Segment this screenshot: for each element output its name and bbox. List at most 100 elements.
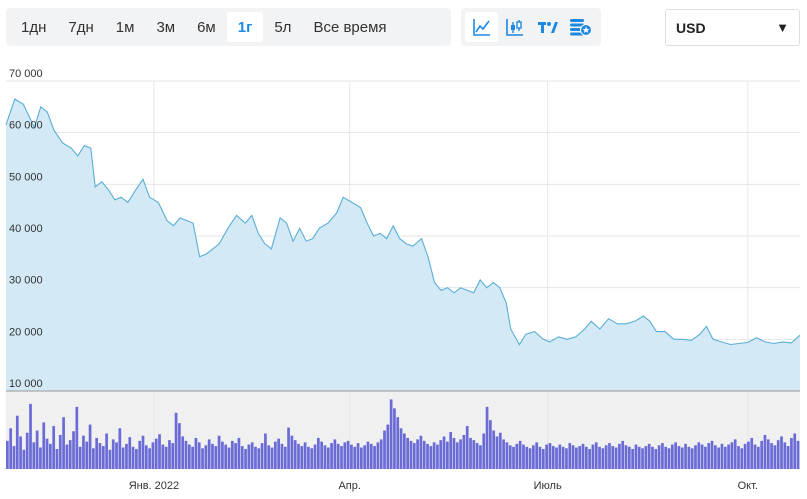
volume-bar-132 [442, 436, 446, 469]
volume-bar-230 [766, 439, 770, 469]
volume-bar-184 [614, 447, 618, 469]
compare-coins-icon[interactable] [564, 12, 597, 42]
volume-bar-155 [518, 440, 522, 469]
volume-bar-54 [184, 440, 188, 469]
y-tick-label-4: 50 000 [9, 171, 43, 183]
line-chart-icon[interactable] [465, 12, 498, 42]
tradingview-icon[interactable] [531, 12, 564, 42]
volume-bar-150 [502, 439, 505, 469]
volume-bar-154 [515, 443, 519, 469]
volume-bar-75 [254, 446, 257, 469]
range-button-7[interactable]: Все время [313, 18, 387, 36]
volume-bar-14 [52, 426, 56, 469]
volume-bar-137 [459, 439, 462, 469]
x-tick-label-3: Окт. [738, 480, 758, 492]
volume-bar-70 [237, 437, 241, 469]
volume-bar-211 [704, 446, 707, 469]
volume-bar-123 [412, 443, 416, 469]
volume-bar-73 [247, 444, 251, 469]
volume-bar-100 [336, 443, 340, 469]
volume-bar-42 [144, 445, 148, 469]
volume-bar-166 [555, 447, 558, 469]
volume-bar-4 [19, 436, 22, 469]
range-button-4[interactable]: 6м [197, 18, 216, 36]
volume-bar-237 [790, 437, 793, 469]
volume-bar-48 [164, 446, 168, 469]
volume-bar-206 [687, 446, 691, 469]
volume-bar-133 [446, 441, 449, 469]
volume-bar-233 [776, 440, 780, 469]
volume-bar-199 [664, 446, 668, 469]
volume-bar-180 [601, 448, 605, 469]
volume-bar-179 [598, 446, 601, 469]
volume-bar-68 [230, 440, 234, 469]
volume-bar-72 [244, 449, 247, 469]
volume-bar-213 [710, 440, 714, 469]
volume-bar-189 [631, 449, 634, 469]
range-button-6[interactable]: 5л [274, 18, 292, 36]
volume-bar-120 [403, 433, 406, 469]
currency-select[interactable]: USD ▼ [665, 9, 800, 46]
volume-bar-94 [316, 437, 320, 469]
volume-bar-203 [677, 446, 681, 469]
volume-bar-121 [406, 437, 410, 469]
volume-bar-117 [393, 408, 396, 469]
volume-bar-222 [740, 448, 744, 469]
volume-bar-26 [92, 448, 95, 469]
volume-bar-175 [584, 446, 588, 469]
volume-bar-192 [641, 448, 644, 469]
volume-bar-205 [684, 443, 687, 469]
volume-bar-2 [12, 446, 16, 469]
volume-bar-161 [538, 446, 542, 469]
range-button-3[interactable]: 3м [156, 18, 176, 36]
volume-bar-1 [9, 428, 13, 469]
volume-bar-212 [707, 443, 711, 469]
volume-bar-236 [786, 446, 790, 469]
volume-bar-27 [95, 437, 99, 469]
volume-bar-51 [174, 412, 178, 469]
volume-bar-220 [733, 439, 737, 469]
volume-bar-13 [49, 443, 52, 469]
volume-bar-116 [389, 399, 393, 469]
volume-bar-56 [191, 446, 194, 469]
volume-bar-0 [6, 440, 9, 469]
volume-bar-86 [290, 435, 294, 469]
volume-bar-165 [551, 446, 555, 469]
volume-bar-98 [330, 443, 333, 469]
range-button-1[interactable]: 7дн [68, 18, 94, 36]
volume-bar-134 [449, 432, 453, 469]
volume-bar-122 [409, 440, 413, 469]
range-button-2[interactable]: 1м [115, 18, 135, 36]
volume-bar-103 [346, 440, 350, 469]
volume-bar-62 [211, 443, 214, 469]
volume-bar-99 [333, 439, 337, 469]
price-chart[interactable]: 10 000 20 000 30 000 40 000 50 000 60 000 70 0… [0, 60, 807, 499]
y-tick-label-6: 70 000 [9, 68, 43, 80]
volume-bar-7 [29, 403, 32, 469]
volume-bar-17 [62, 417, 65, 469]
y-tick-label-1: 20 000 [9, 326, 43, 338]
volume-bar-58 [197, 442, 201, 469]
volume-bar-204 [680, 447, 684, 469]
candlestick-icon[interactable] [498, 12, 531, 42]
volume-bar-162 [541, 449, 545, 469]
volume-bar-113 [379, 439, 383, 469]
volume-bar-168 [561, 446, 565, 469]
volume-bar-20 [72, 431, 75, 469]
volume-bar-36 [125, 443, 128, 469]
range-button-0[interactable]: 1дн [21, 18, 47, 36]
x-tick-label-1: Апр. [338, 480, 360, 492]
range-button-5[interactable]: 1г [226, 12, 264, 42]
volume-bar-83 [280, 443, 284, 469]
y-tick-label-0: 10 000 [9, 378, 43, 390]
volume-bar-127 [426, 443, 429, 469]
volume-bar-40 [138, 440, 142, 469]
volume-bar-214 [713, 445, 717, 469]
volume-bar-53 [181, 436, 185, 469]
volume-bar-164 [548, 443, 552, 469]
volume-bar-178 [594, 442, 598, 469]
volume-bar-64 [217, 435, 221, 469]
volume-bar-57 [194, 437, 198, 469]
y-tick-label-2: 30 000 [9, 275, 43, 287]
volume-bar-52 [178, 423, 181, 469]
